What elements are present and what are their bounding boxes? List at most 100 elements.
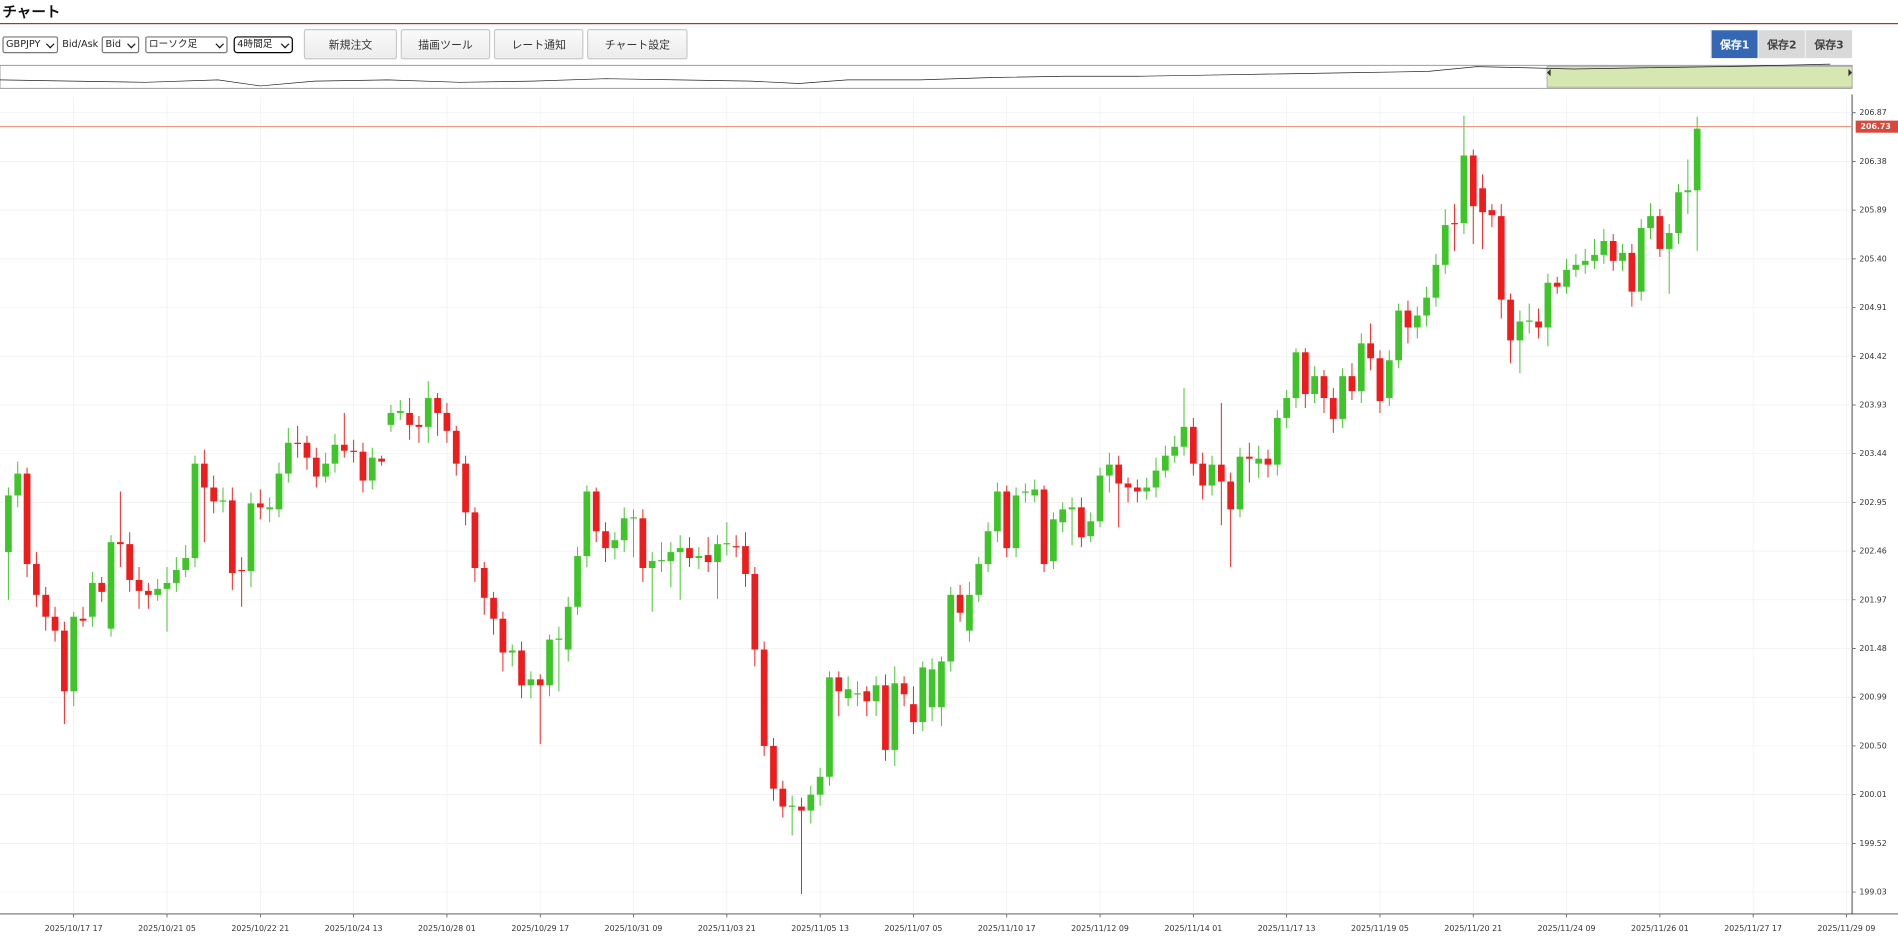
symbol-select[interactable]: GBPJPY [2,35,59,53]
candle-body [947,594,955,662]
candle-body [583,491,591,557]
candle-body [70,616,78,692]
button[interactable]: 描画ツール [400,29,491,60]
candle-body [1022,491,1029,493]
candle-body [966,594,973,631]
candle-body [723,543,731,545]
candle-body [760,649,768,746]
candle-body [1665,233,1673,249]
candle-body [294,442,301,444]
candle-body [322,463,329,477]
button[interactable]: チャート設定 [587,29,688,60]
save-slots: 保存1 保存2 保存3 [1710,30,1853,59]
navigator-range[interactable] [1546,66,1853,88]
candle-body [1068,507,1076,510]
y-tick-label: 203.44 [1859,449,1887,458]
candle-body [144,590,152,595]
candle-body [714,544,721,563]
candle-body [639,518,647,569]
candle-body [1572,264,1580,270]
save-slot[interactable]: 保存1 [1710,30,1758,59]
current-price-label: 206.73 [1861,122,1891,131]
candle-body [117,542,124,545]
x-tick-label: 2025/11/26 01 [1631,924,1689,933]
candle-body [1357,343,1365,392]
candle-body [1059,509,1067,523]
y-tick-label: 206.38 [1859,157,1887,166]
y-tick-label: 202.95 [1859,498,1887,507]
candle-body [1245,456,1253,459]
candle-body [602,531,609,549]
candle-body [1171,446,1179,456]
candle-body [1563,269,1570,287]
y-tick-label: 202.46 [1859,547,1887,556]
candle-body [256,503,264,508]
candle-body [1441,225,1449,265]
candle-body [480,568,488,598]
candle-body [1516,321,1524,341]
candle-body [1395,310,1402,361]
candle-body [247,503,255,571]
candle-body [238,569,246,572]
candle-body [1581,260,1589,265]
candle-body [1161,455,1169,471]
candle-body [1311,376,1318,395]
candle-body [676,548,684,553]
candle-body [1367,343,1374,359]
candle-body [107,542,115,629]
chart-style-select[interactable]: ローソク足 [145,35,228,53]
candle-body [1684,190,1692,193]
candle-body [1217,464,1225,482]
candle-body [882,685,889,750]
candle-body [1348,376,1356,392]
candle-body [359,451,367,481]
candle-body [1152,470,1160,488]
candle-body [126,544,134,580]
candle-body [51,616,59,631]
candle-body [182,558,190,570]
button[interactable]: 新規注文 [303,29,398,60]
candle-body [1404,310,1412,328]
timeframe-select[interactable]: 4時間足 [233,35,294,53]
candle-body [415,424,423,427]
button[interactable]: レート通知 [493,29,584,60]
candle-body [14,473,22,496]
x-tick-label: 2025/11/29 09 [1818,924,1876,933]
candle-body [350,450,357,452]
x-tick-label: 2025/11/20 21 [1444,924,1502,933]
candle-body [42,594,50,617]
candle-body [79,618,87,621]
candle-body [1180,426,1188,447]
y-tick-label: 205.89 [1859,206,1887,215]
candle-body [219,500,227,502]
candle-body [443,412,451,431]
candle-body [387,412,395,425]
candle-body [499,618,507,653]
x-tick-label: 2025/10/17 17 [45,924,103,933]
price-type-select[interactable]: Bid [101,35,140,53]
candle-body [1609,240,1617,261]
save-slot[interactable]: 保存2 [1757,30,1805,59]
candle-body [191,463,199,559]
candle-body [956,594,964,613]
candle-body [835,677,843,692]
candle-body [1273,417,1281,465]
candle-body [667,552,675,562]
candle-body [508,650,516,653]
candle-body [1040,489,1048,565]
candle-body [788,805,796,807]
candle-body [695,556,703,559]
x-tick-label: 2025/11/24 09 [1538,924,1596,933]
save-slot[interactable]: 保存3 [1804,30,1853,59]
candle-body [1553,282,1561,287]
x-tick-label: 2025/11/10 17 [978,924,1036,933]
candle-body [620,518,628,541]
candle-body [1535,321,1542,328]
candle-body [1264,458,1272,465]
y-tick-label: 201.48 [1859,644,1887,653]
candle-body [23,473,31,565]
candle-body [135,579,143,591]
y-tick-label: 200.50 [1859,741,1887,750]
candle-body [33,564,40,595]
